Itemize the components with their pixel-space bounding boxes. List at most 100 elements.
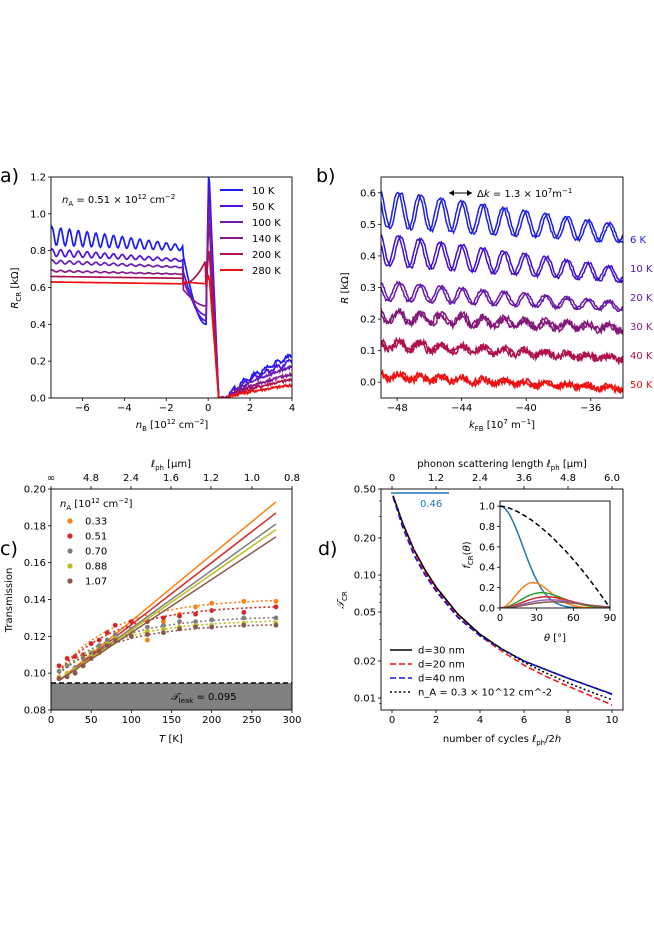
panel-c-data-point <box>72 670 78 676</box>
inset-ylabel: fCR(θ) <box>462 541 475 568</box>
panel-c-legend-marker <box>67 563 73 569</box>
panel-b-y-tick-label: 0.5 <box>360 220 376 231</box>
panel-a-y-tick-label: 1.2 <box>30 173 46 184</box>
panel-d-top-tick-label: 3.6 <box>516 473 532 484</box>
panel-c-legend-label: 0.33 <box>85 517 107 528</box>
panel-c-data-point <box>104 630 110 636</box>
panel-c-data-point <box>193 604 199 610</box>
panel-c-legend-label: 1.07 <box>85 577 107 588</box>
panel-d-legend-label: n_A = 0.3 × 10^12 cm^-2 <box>418 688 552 699</box>
inset-y-tick-label: 0.6 <box>479 542 495 553</box>
panel-b-ticks: −48 −44 −40 −36 0.0 0.1 0.2 0.3 0.4 0.5 0.6 <box>360 188 601 414</box>
panel-b-curve-6-K <box>381 190 623 243</box>
panel-a-curve-100-K <box>51 204 292 398</box>
panel-c-data-point <box>209 624 215 630</box>
panel-c-y-tick-label: 0.12 <box>24 632 46 643</box>
panel-c-data-point <box>161 615 166 621</box>
panel-c-y-tick-label: 0.20 <box>24 485 46 496</box>
panel-a-legend: 10 K 50 K 100 K 140 K 200 K 280 K <box>220 186 281 277</box>
panel-a-legend-label: 280 K <box>252 266 281 277</box>
panel-c-data-point <box>64 674 70 680</box>
panel-d-ticks: 0 2 4 6 8 100.010.020.050.100.200.500 1.2 2.4 3.… <box>354 473 620 726</box>
panel-c-data-point <box>209 617 215 623</box>
panel-b-x-tick-label: −40 <box>516 403 537 414</box>
panel-a-legend-label: 10 K <box>252 186 275 197</box>
panel-c-data-point <box>145 624 150 630</box>
panel-a-curve-10-K <box>51 177 292 398</box>
panel-c-data-point <box>273 598 279 604</box>
panel-c-xlabel: T [K] <box>159 734 183 745</box>
panel-b-curve-20-K <box>381 280 623 313</box>
panel-b-series-label: 6 K <box>630 235 647 246</box>
panel-d-top-xlabel: phonon scattering length ℓph [μm] <box>417 459 587 472</box>
panel-c-data-point <box>177 619 182 624</box>
panel-d-inset: 0 30 60 90 0.0 0.2 0.4 0.6 0.8 1.0 θ [°] fCR(θ) <box>462 500 616 644</box>
panel-c-data-point <box>161 626 166 632</box>
panel-c-model-line <box>58 523 277 682</box>
panel-a-curve-280-K <box>51 273 292 398</box>
panel-c-data-point <box>96 637 102 643</box>
panel-d-top-tick-label: 4.8 <box>560 473 576 484</box>
panel-c-y-tick-label: 0.18 <box>24 521 46 532</box>
panel-a-curve-200-K <box>51 250 292 398</box>
panel-a-x-tick-label: −6 <box>75 403 90 414</box>
panel-a-legend-label: 100 K <box>252 218 281 229</box>
panel-d-label: d) <box>318 538 337 560</box>
panel-c-top-tick-label: 0.8 <box>284 473 300 484</box>
inset-curves <box>500 505 610 608</box>
panel-a-annotation: nA = 0.51 × 1012 cm−2 <box>62 193 175 208</box>
panel-a-label: a) <box>0 165 19 187</box>
panel-b-curve-20-K <box>381 280 623 313</box>
panel-b-ylabel: R [kΩ] <box>340 272 351 303</box>
panel-a-x-tick-label: 4 <box>289 403 295 414</box>
inset-y-tick-label: 1.0 <box>479 502 495 513</box>
panel-c-curves <box>56 501 279 682</box>
panel-c-data-point <box>193 611 199 617</box>
panel-d-top-tick-label: 1.2 <box>428 473 444 484</box>
panel-d-top-tick-label: 0 <box>389 473 395 484</box>
panel-c-data-point <box>177 626 182 632</box>
panel-d-legend: d=30 nm d=20 nm d=40 nm n_A = 0.3 × 10^12 c… <box>390 646 552 699</box>
panel-c-ticks: 0 50 100 150 200 250 300 0.08 0.10 0.12 0.14 0.16 0.… <box>24 473 302 726</box>
panel-c-data-point <box>145 628 150 634</box>
panel-c-model-line <box>58 512 277 682</box>
panel-c-legend-title: nA [1012 cm−2] <box>60 497 133 512</box>
panel-c-data-point <box>104 637 110 643</box>
panel-a-curves <box>51 177 292 398</box>
panel-c-x-tick-label: 150 <box>162 715 181 726</box>
panel-c-legend-label: 0.88 <box>85 562 107 573</box>
inset-y-tick-label: 0.0 <box>479 604 495 615</box>
panel-a-curve-140-K <box>51 222 292 398</box>
panel-c-fit-curve <box>58 599 276 671</box>
panel-c-x-tick-label: 200 <box>202 715 221 726</box>
panel-b-series-labels: 6 K 10 K 20 K 30 K 40 K 50 K <box>630 235 653 391</box>
panel-c-legend-marker <box>67 578 73 584</box>
panel-b-x-tick-label: −48 <box>387 403 408 414</box>
panel-c-legend: nA [1012 cm−2] 0.33 0.51 0.70 0.88 1.07 <box>60 497 133 588</box>
panel-c-data-point <box>193 619 199 624</box>
panel-c-y-tick-label: 0.10 <box>24 669 46 680</box>
panel-c-data-point <box>177 613 182 619</box>
panel-b-y-tick-label: 0.0 <box>360 378 376 389</box>
panel-c-top-xlabel: ℓph [μm] <box>151 459 191 472</box>
panel-c-x-tick-label: 50 <box>85 715 98 726</box>
panel-d-axes <box>380 488 624 711</box>
panel-c-data-point <box>209 608 215 613</box>
panel-a-ylabel: RCR [kΩ] <box>10 267 23 308</box>
panel-d-ylabel: 𝒯CR <box>336 591 349 609</box>
panel-c-top-tick-label: 1.0 <box>244 473 260 484</box>
panel-d-marker-label: 0.46 <box>420 499 442 510</box>
panel-d-curve <box>392 495 613 701</box>
panel-b-y-tick-label: 0.1 <box>360 346 376 357</box>
panel-d-y-tick-label: 0.05 <box>354 608 376 619</box>
inset-x-tick-label: 60 <box>567 613 580 624</box>
inset-curve <box>500 591 610 608</box>
inset-curve <box>500 505 610 608</box>
panel-c-data-point <box>145 632 150 637</box>
panel-c-data-point <box>209 600 215 606</box>
panel-c-data-point <box>56 663 62 669</box>
panel-b-curve-10-K <box>381 233 623 284</box>
panel-a-y-tick-label: 0.2 <box>30 357 46 368</box>
panel-c-data-point <box>273 622 279 628</box>
